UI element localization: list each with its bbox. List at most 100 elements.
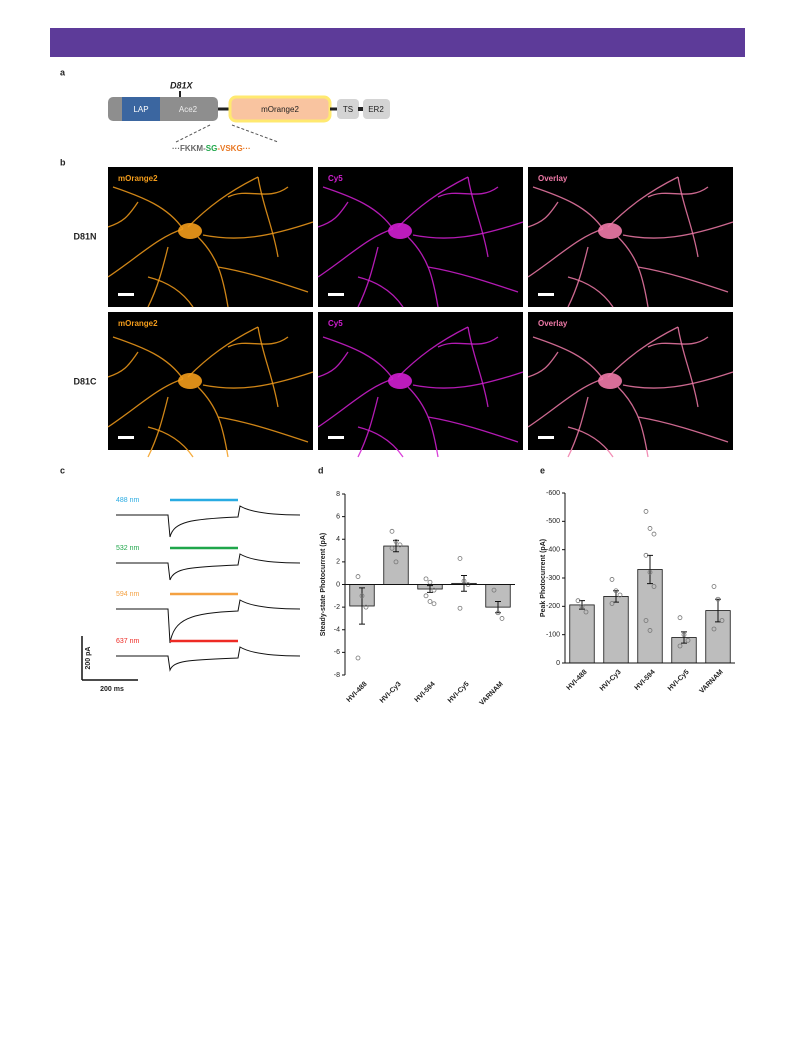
y-tick-label: 8 (336, 491, 340, 498)
neurite (677, 176, 699, 258)
trace (116, 553, 301, 581)
soma (598, 373, 622, 389)
trace (116, 505, 301, 538)
trace-label: 532 nm (116, 545, 140, 552)
image-bg (108, 167, 313, 307)
panel-label: a (60, 67, 66, 77)
y-tick-label: 0 (556, 660, 560, 667)
micrograph: Cy5 (317, 312, 524, 458)
panel-label: b (60, 157, 66, 167)
image-bg (528, 167, 733, 307)
linker-seq: ···FKKM-SG-VSKG··· (172, 144, 251, 153)
data-point (643, 618, 649, 623)
data-point (393, 539, 399, 544)
data-point (609, 577, 615, 582)
x-tick-label: HVI-Cy5 (447, 681, 471, 705)
data-point (427, 599, 433, 604)
data-point (677, 615, 683, 621)
y-tick-label: -400 (546, 547, 560, 554)
column-label: mOrange2 (118, 174, 158, 183)
neurite (647, 336, 709, 348)
y-tick-label: 6 (336, 513, 340, 520)
neurite (257, 326, 279, 408)
neurite (107, 201, 139, 228)
data-point (651, 531, 657, 537)
neurite (147, 276, 194, 308)
neurite (197, 236, 229, 308)
neurite (317, 378, 394, 428)
neurite (567, 246, 589, 308)
data-point (647, 628, 653, 633)
neurite (637, 266, 729, 293)
seq-part: ···FKKM- (172, 144, 206, 153)
neurite (622, 371, 734, 389)
neurite (427, 266, 519, 293)
x-tick-label: HVI-Cy3 (599, 669, 623, 693)
soma (178, 373, 202, 389)
y-axis-label: Steady-state Photocurrent (pA) (320, 533, 327, 636)
micrograph: mOrange2 (107, 312, 314, 458)
data-point (711, 584, 717, 589)
row-label: D81N (73, 231, 96, 241)
neurite (677, 326, 699, 408)
neurite (637, 416, 729, 443)
neurite (112, 186, 184, 230)
data-point (643, 552, 649, 558)
construct: D81X LAP Ace2 mOrange2 TS ER2 ···FKKM-SG… (108, 80, 390, 153)
data-point (685, 637, 691, 643)
scale-bar (538, 293, 554, 296)
neurite (107, 378, 184, 428)
neurite (467, 326, 489, 408)
trace-label: 488 nm (116, 497, 140, 504)
neurite (322, 336, 394, 380)
x-tick-label: HVI-488 (566, 669, 589, 692)
data-point (423, 593, 429, 599)
part-label: Ace2 (179, 105, 198, 114)
seq-part: SG (206, 144, 218, 153)
trace (116, 646, 301, 672)
neurite (437, 336, 499, 348)
neurite (147, 396, 169, 458)
data-point (431, 587, 437, 593)
row-label: D81C (73, 376, 97, 386)
scale-bar (328, 436, 344, 439)
neurite (357, 396, 379, 458)
neurite (217, 266, 309, 293)
ts-box (337, 99, 359, 119)
soma (388, 223, 412, 239)
neurite (317, 228, 394, 278)
neurite (567, 276, 614, 308)
soma (178, 223, 202, 239)
data-point (613, 588, 619, 594)
neurite (607, 176, 679, 228)
data-point (719, 618, 725, 623)
neurite (617, 236, 649, 308)
data-point (461, 578, 467, 584)
x-tick-label: VARNAM (478, 681, 504, 707)
image-bg (318, 312, 523, 450)
data-point (427, 579, 433, 585)
trace (116, 599, 301, 644)
neurite (532, 336, 604, 380)
header-bar (50, 28, 745, 57)
data-point (579, 603, 585, 609)
mutation-label: D81X (170, 80, 194, 90)
neurite (317, 351, 349, 378)
y-tick-label: -4 (334, 627, 340, 634)
data-point (431, 601, 437, 607)
neurite (357, 426, 404, 458)
micrograph: Cy5 (317, 167, 524, 308)
neurite (357, 276, 404, 308)
y-tick-label: -500 (546, 518, 560, 525)
data-point (457, 605, 463, 611)
part-label: mOrange2 (261, 105, 299, 114)
neurite (197, 386, 229, 458)
neurite (227, 186, 289, 198)
y-tick-label: 0 (336, 581, 340, 588)
data-point (651, 584, 657, 589)
neurite (112, 336, 184, 380)
column-label: Cy5 (328, 319, 343, 328)
y-tick-label: -2 (334, 604, 340, 611)
neurite (567, 426, 614, 458)
